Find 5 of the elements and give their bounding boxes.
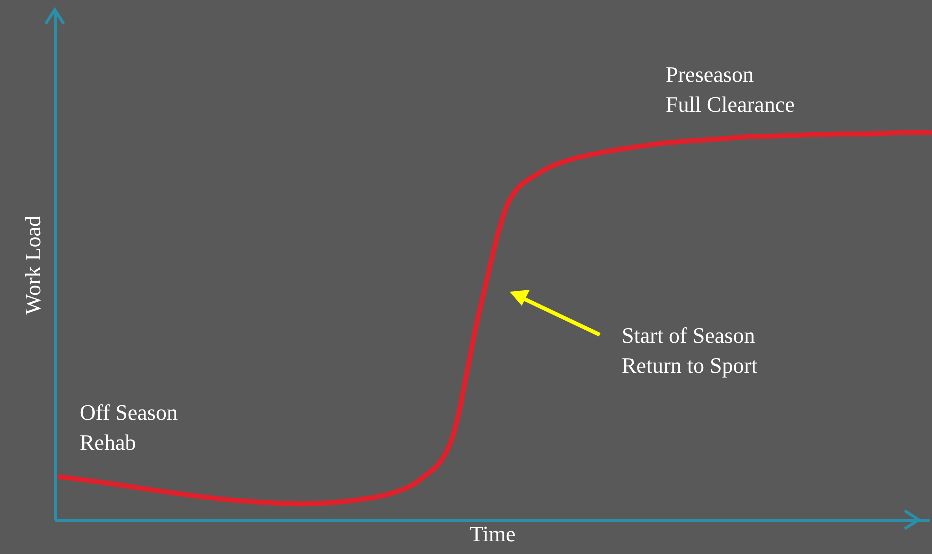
- x-axis-title: Time: [470, 522, 516, 546]
- y-axis-title: Work Load: [20, 216, 46, 316]
- annotation: Start of Season Return to Sport: [622, 322, 758, 380]
- annotation: Off Season Rehab: [80, 399, 178, 457]
- text: Preseason Full Clearance: [666, 61, 795, 119]
